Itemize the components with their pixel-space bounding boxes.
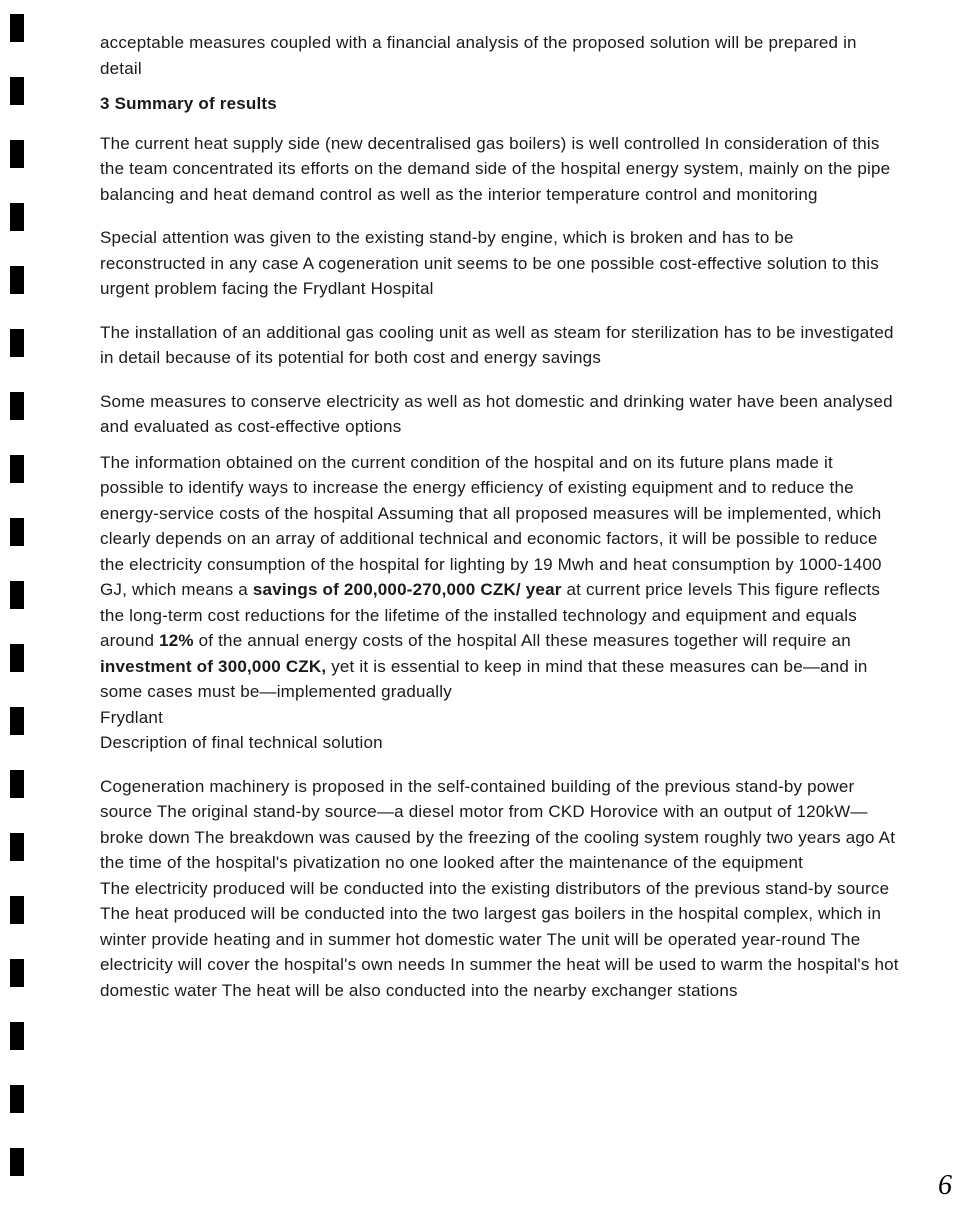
binding-mark — [10, 770, 24, 798]
paragraph-intro: acceptable measures coupled with a finan… — [100, 30, 900, 81]
paragraph-frydlant: Frydlant — [100, 705, 900, 731]
p6-bold-investment: investment of 300,000 CZK, — [100, 657, 326, 676]
binding-mark — [10, 896, 24, 924]
binding-mark — [10, 14, 24, 42]
p6-bold-percent: 12% — [159, 631, 194, 650]
page-content: acceptable measures coupled with a finan… — [100, 30, 900, 1003]
paragraph-8: Cogeneration machinery is proposed in th… — [100, 774, 900, 876]
binding-mark — [10, 959, 24, 987]
binding-mark — [10, 518, 24, 546]
paragraph-6: The information obtained on the current … — [100, 450, 900, 705]
binding-mark — [10, 329, 24, 357]
binding-mark — [10, 1148, 24, 1176]
binding-mark — [10, 1022, 24, 1050]
heading-summary: 3 Summary of results — [100, 91, 900, 117]
binding-mark — [10, 707, 24, 735]
binding-mark — [10, 833, 24, 861]
binding-mark — [10, 392, 24, 420]
paragraph-3: Special attention was given to the exist… — [100, 225, 900, 302]
p6-bold-savings: savings of 200,000-270,000 CZK/ year — [253, 580, 562, 599]
binding-mark — [10, 644, 24, 672]
binding-mark — [10, 203, 24, 231]
binding-mark — [10, 581, 24, 609]
binding-mark — [10, 1085, 24, 1113]
p6-text-pre: The information obtained on the current … — [100, 453, 882, 600]
paragraph-5: Some measures to conserve electricity as… — [100, 389, 900, 440]
binding-mark — [10, 77, 24, 105]
p6-text-mid2: of the annual energy costs of the hospit… — [194, 631, 851, 650]
binding-mark — [10, 455, 24, 483]
binding-mark — [10, 140, 24, 168]
page-number-mark: 6 — [938, 1170, 952, 1202]
binding-marks — [10, 0, 30, 1220]
paragraph-description-heading: Description of final technical solution — [100, 730, 900, 756]
binding-mark — [10, 266, 24, 294]
paragraph-9: The electricity produced will be conduct… — [100, 876, 900, 1004]
paragraph-4: The installation of an additional gas co… — [100, 320, 900, 371]
paragraph-2: The current heat supply side (new decent… — [100, 131, 900, 208]
